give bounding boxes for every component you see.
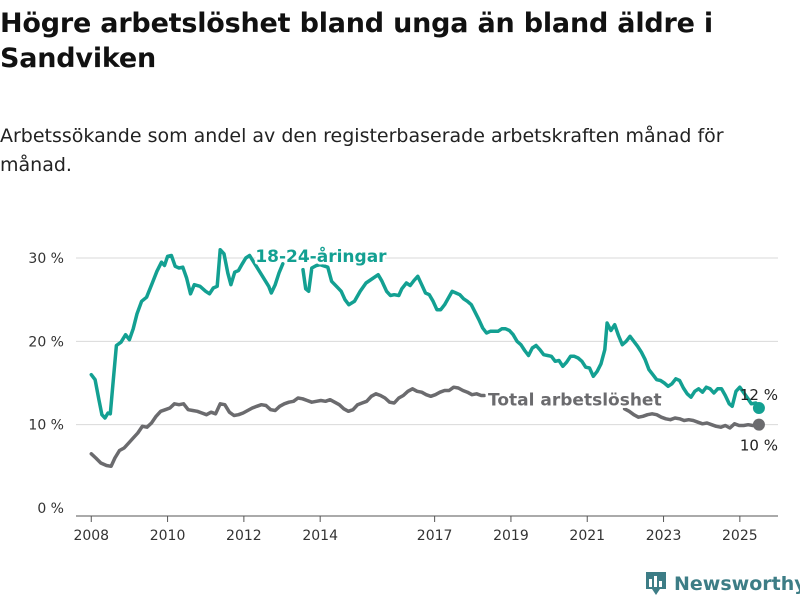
chart-subtitle: Arbetssökande som andel av den registerb… [0, 125, 724, 176]
x-tick-label: 2017 [417, 528, 453, 544]
x-tick-label: 2025 [722, 528, 758, 544]
x-tick-label: 2019 [493, 528, 529, 544]
series-line-total [89, 385, 761, 469]
brand-name: Newsworthy [674, 573, 800, 595]
x-tick-label: 2010 [150, 528, 186, 544]
newsworthy-logo: Newsworthy [644, 570, 800, 598]
chart-title: Högre arbetslöshet bland unga än bland ä… [0, 8, 713, 74]
series-end-point [752, 418, 765, 431]
series-inline-label: Total arbetslöshet [488, 391, 662, 411]
series-end-label: 12 % [740, 386, 778, 404]
x-tick-label: 2008 [73, 528, 109, 544]
x-tick-label: 2023 [646, 528, 682, 544]
y-tick-label: 20 % [28, 334, 64, 350]
bar-chart-logo-icon [646, 572, 666, 595]
series-end-point [752, 402, 765, 414]
x-tick-label: 2014 [302, 528, 338, 544]
y-tick-label: 10 % [28, 418, 64, 434]
series-line-youth [89, 247, 761, 420]
x-tick-label: 2012 [226, 528, 262, 544]
series-inline-label: 18-24-åringar [255, 245, 387, 267]
x-tick-label: 2021 [569, 528, 605, 544]
series-end-label: 10 % [740, 437, 778, 455]
y-tick-label: 0 % [37, 501, 64, 517]
y-tick-label: 30 % [28, 251, 64, 267]
